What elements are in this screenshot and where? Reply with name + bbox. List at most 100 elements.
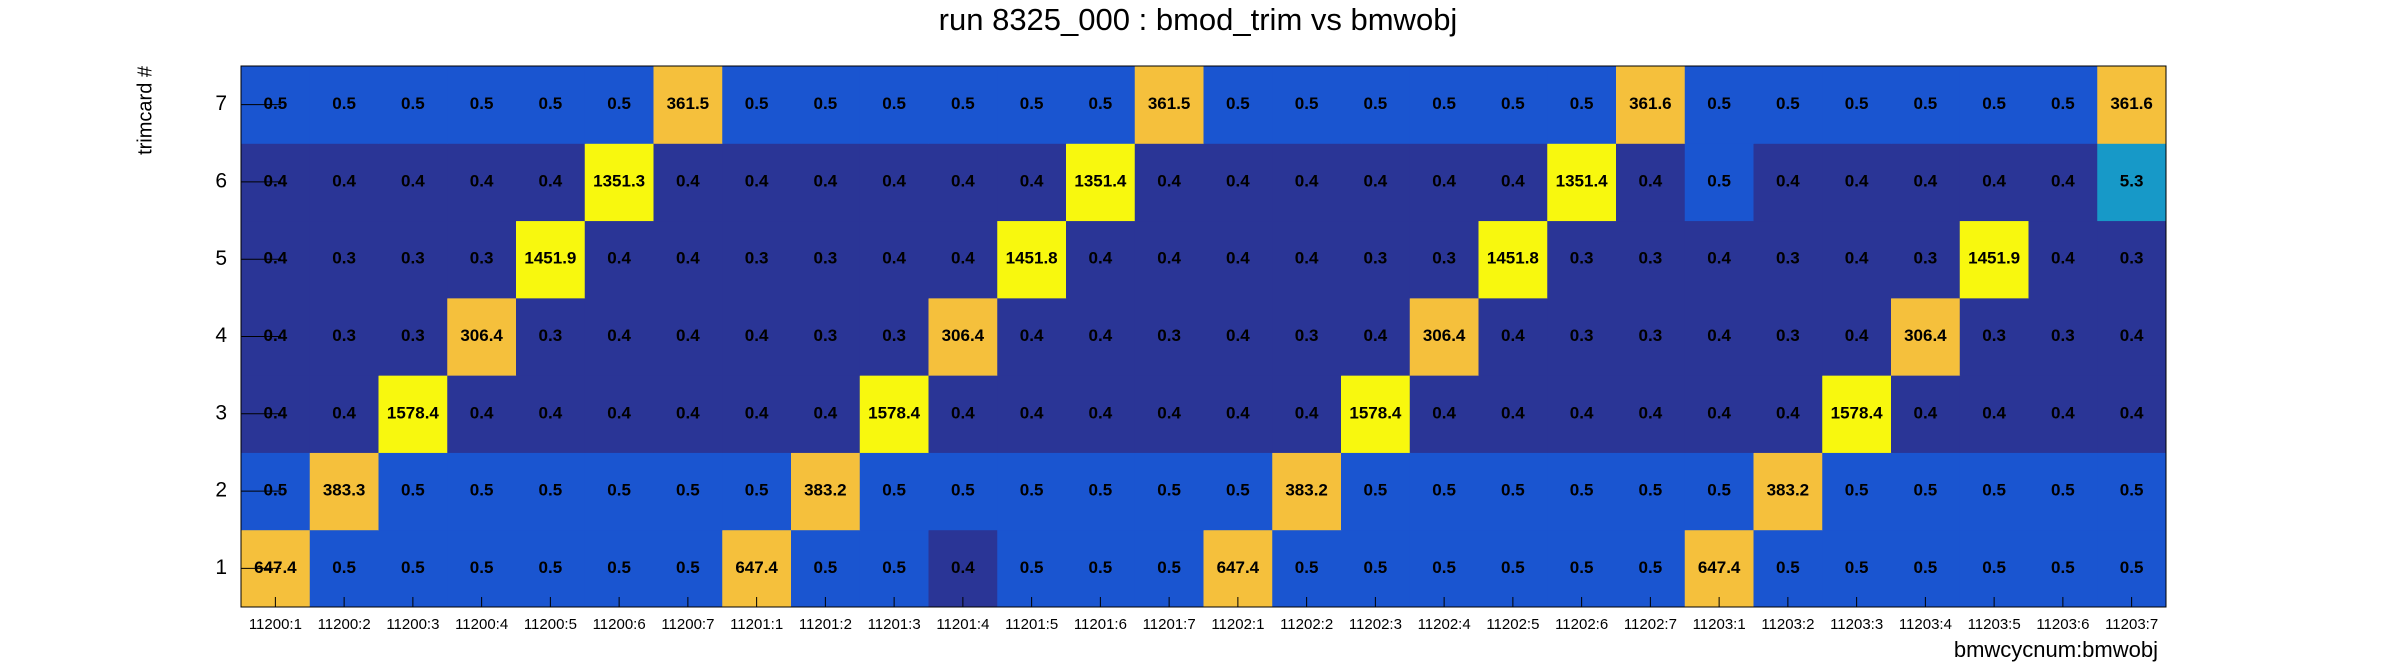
cell-label: 0.4 bbox=[1982, 171, 2006, 190]
heat-cell bbox=[1066, 529, 1136, 608]
cell-label: 0.5 bbox=[676, 558, 700, 577]
heat-cell bbox=[1547, 220, 1617, 299]
cell-label: 0.4 bbox=[607, 403, 631, 422]
heat-cell bbox=[2097, 375, 2167, 453]
heat-cell bbox=[2028, 375, 2098, 453]
x-tick-label: 11203:4 bbox=[1899, 616, 1952, 633]
y-tick-label: 6 bbox=[215, 169, 227, 192]
heat-cell bbox=[1891, 375, 1961, 453]
heat-cell bbox=[1822, 375, 1892, 453]
heat-cell bbox=[1409, 66, 1479, 144]
cell-label: 0.5 bbox=[539, 481, 563, 500]
heat-cell bbox=[859, 452, 929, 531]
heat-cell bbox=[1891, 220, 1961, 299]
heat-cell bbox=[1547, 66, 1617, 144]
heat-cell bbox=[997, 529, 1067, 608]
heat-cell bbox=[584, 297, 654, 376]
heat-cell bbox=[378, 375, 448, 453]
heat-cell bbox=[1272, 66, 1342, 144]
heat-cell bbox=[378, 143, 448, 222]
heat-cell bbox=[722, 66, 792, 144]
cell-label: 0.4 bbox=[1707, 326, 1731, 345]
heat-cell bbox=[997, 452, 1067, 531]
cell-label: 0.4 bbox=[1020, 171, 1044, 190]
heat-cell bbox=[309, 375, 379, 453]
x-tick-label: 11200:6 bbox=[593, 616, 646, 633]
heat-cell bbox=[791, 220, 861, 299]
cell-label: 0.3 bbox=[1157, 326, 1181, 345]
heat-cell bbox=[653, 529, 723, 608]
cell-label: 383.2 bbox=[1767, 481, 1810, 500]
heat-cell bbox=[1409, 220, 1479, 299]
heat-cell bbox=[1203, 66, 1273, 144]
cell-label: 0.4 bbox=[1157, 171, 1181, 190]
cell-label: 0.4 bbox=[882, 171, 906, 190]
cell-label: 0.5 bbox=[1845, 481, 1869, 500]
cell-label: 0.5 bbox=[1089, 94, 1113, 113]
cell-label: 0.3 bbox=[2120, 249, 2144, 268]
heat-cell bbox=[309, 452, 379, 531]
heat-cell bbox=[1203, 529, 1273, 608]
x-tick-label: 11200:7 bbox=[661, 616, 714, 633]
cell-label: 0.5 bbox=[1295, 94, 1319, 113]
cell-label: 0.5 bbox=[2051, 481, 2075, 500]
heat-cell bbox=[1753, 375, 1823, 453]
cell-label: 0.5 bbox=[2120, 558, 2144, 577]
cell-label: 0.4 bbox=[1707, 403, 1731, 422]
heat-cell bbox=[928, 375, 998, 453]
heat-cell bbox=[1478, 220, 1548, 299]
cell-label: 0.5 bbox=[1364, 481, 1388, 500]
heat-cell bbox=[1959, 529, 2029, 608]
cell-label: 0.4 bbox=[264, 326, 288, 345]
cell-label: 0.4 bbox=[951, 171, 975, 190]
cell-label: 0.5 bbox=[882, 558, 906, 577]
cell-label: 0.4 bbox=[1845, 326, 1869, 345]
heat-cell bbox=[447, 529, 517, 608]
cell-label: 0.4 bbox=[1226, 171, 1250, 190]
cell-label: 0.4 bbox=[951, 558, 975, 577]
cell-label: 1451.9 bbox=[1968, 249, 2020, 268]
cell-label: 0.5 bbox=[401, 94, 425, 113]
heat-cell bbox=[516, 143, 586, 222]
cell-label: 0.5 bbox=[1707, 94, 1731, 113]
heat-cell bbox=[309, 529, 379, 608]
cell-label: 0.4 bbox=[470, 171, 494, 190]
cell-label: 0.5 bbox=[1845, 94, 1869, 113]
heat-cell bbox=[1547, 375, 1617, 453]
heat-cell bbox=[1616, 143, 1686, 222]
heat-cell bbox=[378, 66, 448, 144]
heat-cell bbox=[997, 297, 1067, 376]
cell-label: 0.5 bbox=[1982, 481, 2006, 500]
cell-label: 1451.9 bbox=[524, 249, 576, 268]
x-tick-label: 11201:1 bbox=[730, 616, 783, 633]
heat-cell bbox=[859, 143, 929, 222]
x-tick-label: 11202:4 bbox=[1418, 616, 1471, 633]
cell-label: 0.4 bbox=[1295, 249, 1319, 268]
heat-cell bbox=[722, 452, 792, 531]
heat-cell bbox=[1478, 66, 1548, 144]
heat-cell bbox=[1203, 452, 1273, 531]
heat-cell bbox=[1959, 297, 2029, 376]
cell-label: 0.4 bbox=[951, 403, 975, 422]
heat-cell bbox=[1134, 375, 1204, 453]
cell-label: 647.4 bbox=[1217, 558, 1260, 577]
heat-cell bbox=[1753, 452, 1823, 531]
cell-label: 0.4 bbox=[1501, 326, 1525, 345]
cell-label: 0.3 bbox=[1295, 326, 1319, 345]
heat-cell bbox=[1066, 452, 1136, 531]
cell-label: 0.4 bbox=[882, 249, 906, 268]
cell-label: 0.5 bbox=[1707, 481, 1731, 500]
cell-label: 0.5 bbox=[951, 94, 975, 113]
y-tick-label: 4 bbox=[215, 324, 227, 347]
heat-cell bbox=[1822, 297, 1892, 376]
heat-cell bbox=[859, 297, 929, 376]
heat-cell bbox=[516, 220, 586, 299]
heat-cell bbox=[1203, 220, 1273, 299]
cell-label: 5.3 bbox=[2120, 171, 2144, 190]
heat-cell bbox=[928, 220, 998, 299]
heat-cell bbox=[1134, 529, 1204, 608]
cell-label: 0.4 bbox=[332, 403, 356, 422]
cell-label: 361.5 bbox=[667, 94, 710, 113]
heat-cell bbox=[2097, 452, 2167, 531]
